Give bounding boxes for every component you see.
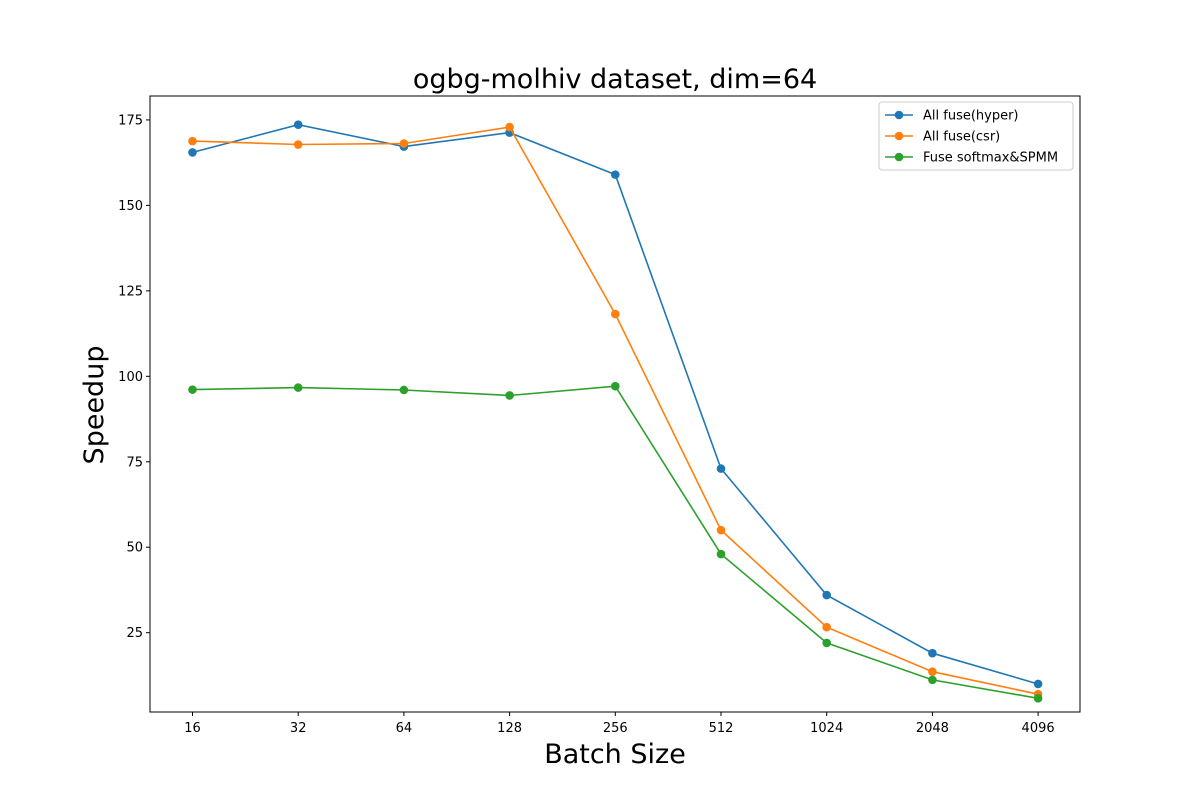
- legend-label: Fuse softmax&SPMM: [923, 151, 1058, 166]
- y-tick-label: 25: [126, 626, 143, 641]
- x-axis-label: Batch Size: [544, 739, 686, 770]
- data-point: [1033, 679, 1043, 689]
- data-point: [505, 391, 514, 400]
- data-point: [188, 148, 197, 157]
- data-point: [399, 139, 409, 148]
- series-line-2: [192, 385, 1039, 700]
- legend-label: All fuse(csr): [923, 130, 1000, 145]
- data-point: [716, 464, 726, 473]
- series-line-1: [192, 126, 1039, 695]
- y-tick-label: 150: [118, 199, 143, 214]
- x-tick-label: 128: [497, 721, 522, 736]
- legend-label: All fuse(hyper): [923, 109, 1019, 124]
- data-point: [188, 136, 197, 146]
- data-point: [611, 170, 620, 179]
- x-tick-label: 16: [184, 721, 201, 736]
- y-tick-label: 125: [118, 284, 143, 299]
- x-tick-label: 1024: [810, 721, 843, 736]
- data-point: [293, 140, 303, 149]
- x-tick-label: 4096: [1022, 721, 1055, 736]
- x-tick-label: 256: [603, 721, 628, 736]
- data-point: [928, 648, 937, 658]
- legend-marker: [894, 110, 904, 120]
- x-axis-ticks: 16 32 64 128 256 512 1024 2048 4096: [184, 712, 1055, 736]
- y-tick-label: 75: [126, 455, 143, 470]
- data-point: [293, 383, 303, 392]
- data-point: [611, 381, 620, 391]
- y-axis-ticks: 25 50 75 100 125 150 175: [118, 113, 150, 641]
- data-point: [399, 385, 409, 395]
- data-point: [822, 590, 831, 600]
- legend: All fuse(hyper) All fuse(csr) Fuse softmax…: [878, 101, 1074, 171]
- y-tick-label: 50: [126, 541, 143, 556]
- x-tick-label: 32: [290, 721, 307, 736]
- legend-marker: [894, 152, 904, 162]
- chart-title: ogbg-molhiv dataset, dim=64: [413, 64, 817, 95]
- x-tick-label: 64: [396, 721, 413, 736]
- legend-box: [878, 101, 1074, 171]
- data-point: [505, 122, 514, 132]
- data-point: [188, 385, 197, 394]
- x-tick-label: 512: [709, 721, 734, 736]
- plot-marks: [188, 120, 1043, 703]
- data-point: [716, 549, 726, 559]
- data-point: [822, 638, 831, 648]
- series-line-0: [192, 123, 1039, 685]
- y-tick-label: 175: [118, 113, 143, 128]
- plot-frame: [149, 95, 1081, 713]
- x-tick-label: 2048: [916, 721, 949, 736]
- legend-marker: [894, 131, 904, 141]
- y-axis-label: Speedup: [79, 346, 110, 465]
- y-tick-label: 100: [118, 370, 143, 385]
- data-point: [928, 675, 937, 685]
- data-point: [928, 667, 937, 676]
- data-point: [822, 622, 831, 632]
- data-point: [611, 309, 620, 319]
- data-point: [293, 120, 303, 130]
- data-point: [1033, 694, 1043, 703]
- data-point: [716, 525, 726, 535]
